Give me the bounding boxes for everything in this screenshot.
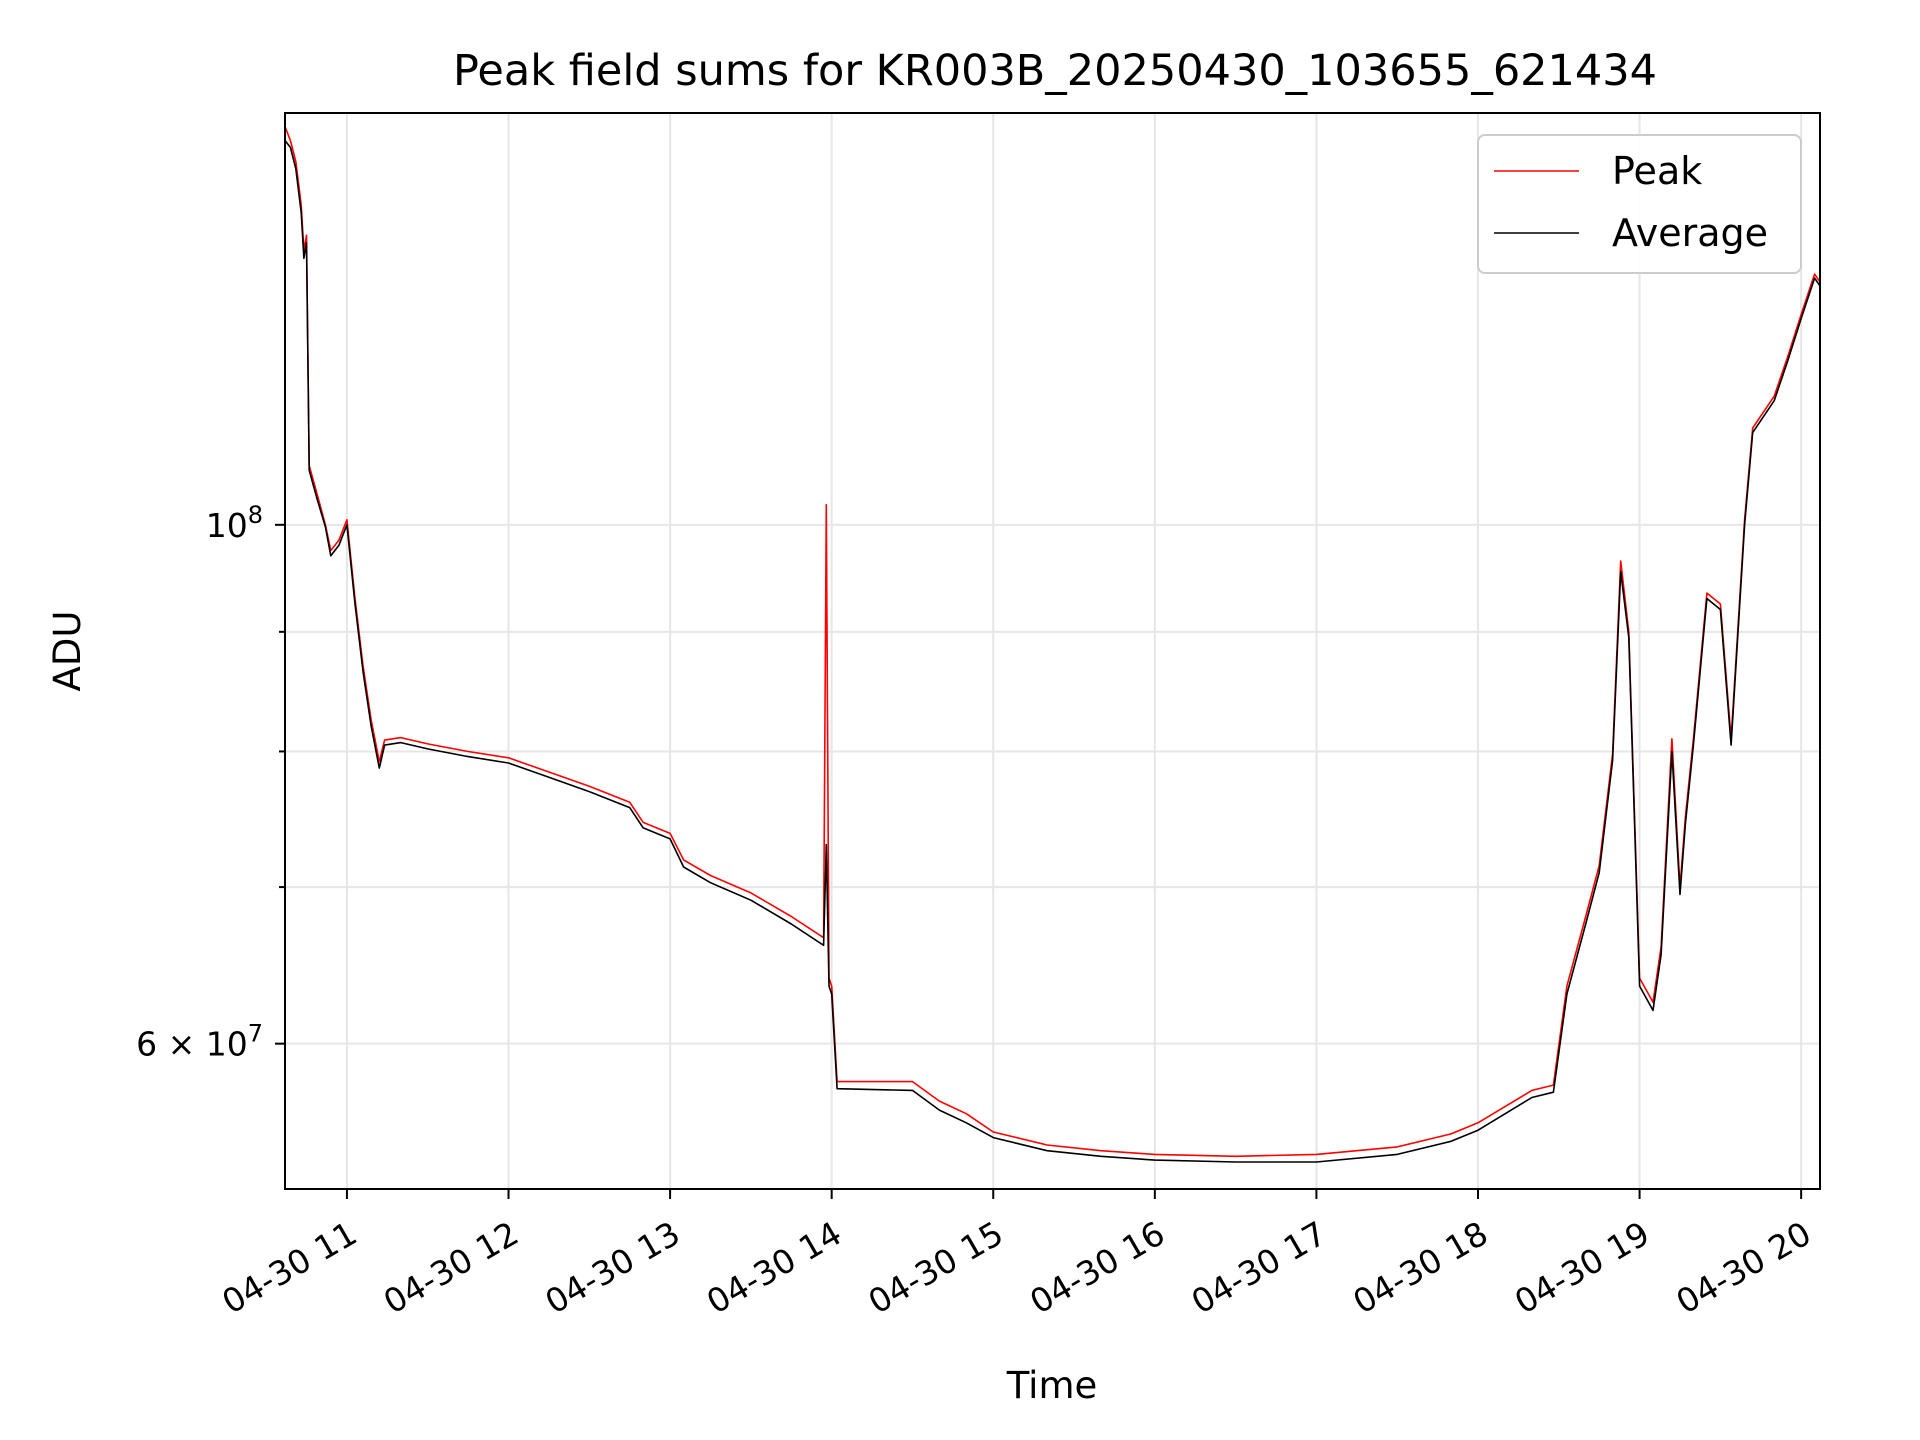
legend-box	[1477, 134, 1802, 274]
series-layer	[284, 126, 1821, 1163]
x-axis-label: Time	[1006, 1364, 1098, 1407]
legend-label-peak: Peak	[1612, 149, 1702, 193]
y-tick-label: 6 × 107	[136, 1020, 263, 1064]
y-axis: 108 6 × 107	[136, 501, 285, 1064]
series-line-average	[284, 140, 1821, 1163]
grid-layer	[285, 113, 1820, 1189]
y-tick-label: 108	[206, 501, 263, 545]
plot-area	[284, 112, 1821, 1190]
plot-frame	[284, 112, 1821, 1190]
y-axis-label: ADU	[46, 611, 89, 692]
legend: Peak Average	[1477, 134, 1802, 274]
plot-background	[285, 113, 1820, 1189]
chart-title: Peak field sums for KR003B_20250430_1036…	[453, 46, 1657, 96]
legend-label-average: Average	[1612, 211, 1768, 255]
